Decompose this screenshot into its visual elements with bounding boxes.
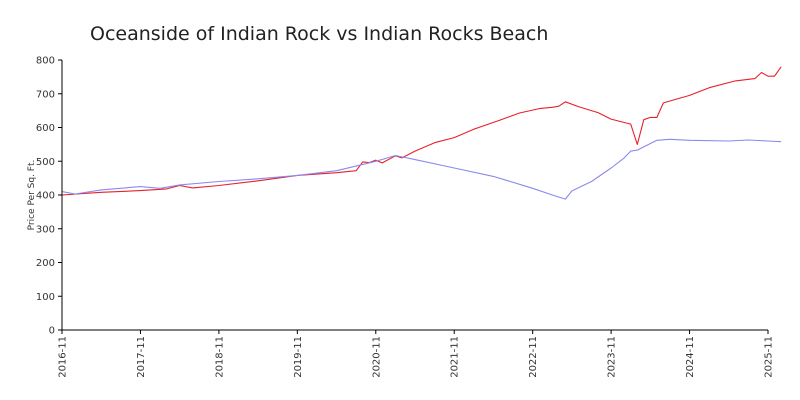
series-line-1 — [61, 66, 782, 196]
y-tick-label: 600 — [36, 123, 55, 134]
x-axis: 2016-11 2017-11 2018-11 2019-11 2020-11 2021-… — [58, 330, 775, 378]
chart-title: Oceanside of Indian Rock vs Indian Rocks… — [90, 23, 548, 45]
y-tick-label: 400 — [36, 191, 55, 202]
x-tick-label: 2023-11 — [607, 336, 618, 378]
x-tick-label: 2021-11 — [450, 336, 461, 378]
x-tick-label: 2020-11 — [371, 336, 382, 378]
y-tick-label: 500 — [36, 157, 55, 168]
y-tick-label: 300 — [36, 224, 55, 235]
x-tick-label: 2016-11 — [58, 336, 69, 378]
series-line-2 — [61, 138, 782, 200]
y-tick-label: 700 — [36, 89, 55, 100]
y-tick-label: 800 — [36, 56, 55, 67]
y-tick-label: 0 — [49, 326, 55, 337]
x-tick-label: 2025-11 — [764, 336, 775, 378]
x-tick-label: 2024-11 — [685, 336, 696, 378]
y-tick-label: 200 — [36, 258, 55, 269]
series-layer — [61, 66, 782, 200]
y-axis: 0 100 200 300 400 500 600 700 800 — [36, 56, 62, 337]
x-tick-label: 2017-11 — [136, 336, 147, 378]
x-tick-label: 2019-11 — [293, 336, 304, 378]
y-tick-label: 100 — [36, 292, 55, 303]
y-axis-label: Price Per Sq. Ft. — [27, 160, 37, 231]
x-tick-label: 2018-11 — [214, 336, 225, 378]
x-tick-label: 2022-11 — [528, 336, 539, 378]
